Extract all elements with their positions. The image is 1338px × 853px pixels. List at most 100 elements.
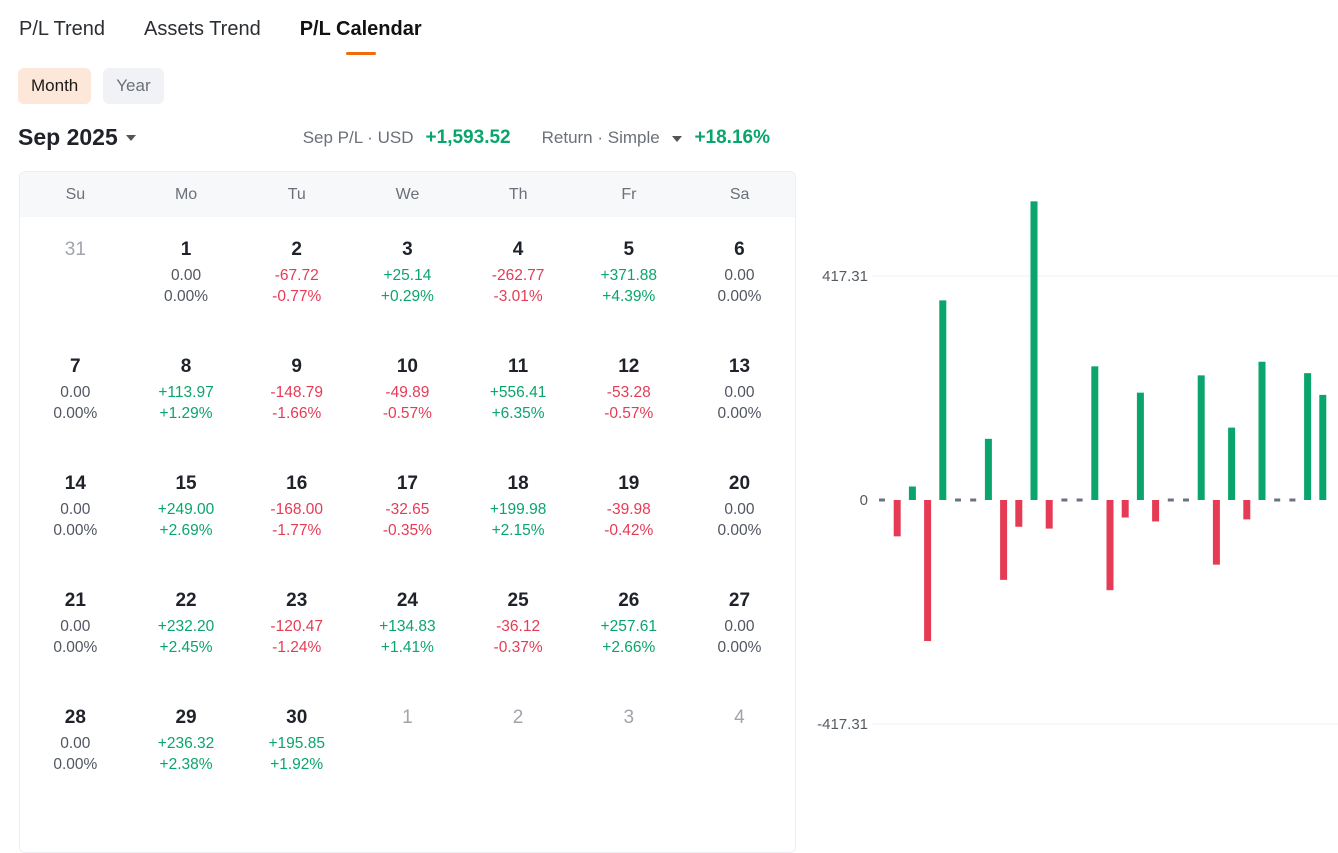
- calendar-day[interactable]: 4 -262.77 -3.01%: [463, 237, 574, 354]
- calendar-day[interactable]: 8 +113.97 +1.29%: [131, 354, 242, 471]
- day-number: 8: [180, 356, 192, 377]
- chart-bar[interactable]: [1243, 500, 1251, 520]
- calendar-day[interactable]: 28 0.00 0.00%: [20, 705, 131, 822]
- day-pl-value: +232.20: [157, 618, 215, 635]
- return-type-selector[interactable]: Return · Simple: [542, 128, 683, 148]
- chart-bar[interactable]: [1106, 500, 1114, 591]
- day-number: 19: [618, 473, 640, 494]
- day-number: 16: [286, 473, 308, 494]
- chart-zero-marker: [1289, 498, 1296, 502]
- year-button[interactable]: Year: [103, 68, 164, 104]
- chart-bar[interactable]: [1030, 201, 1038, 500]
- day-pl-value: 0.00: [60, 735, 91, 752]
- tab-p-l-calendar[interactable]: P/L Calendar: [300, 18, 422, 58]
- calendar-day[interactable]: 19 -39.98 -0.42%: [573, 471, 684, 588]
- calendar-day[interactable]: 10 -49.89 -0.57%: [352, 354, 463, 471]
- day-pl-value: +134.83: [379, 618, 436, 635]
- day-number: 9: [291, 356, 302, 377]
- month-label: Sep 2025: [18, 124, 118, 150]
- calendar-day[interactable]: 25 -36.12 -0.37%: [463, 588, 574, 705]
- day-number: 30: [286, 707, 308, 728]
- chart-bar[interactable]: [1258, 361, 1266, 500]
- calendar-day[interactable]: 20 0.00 0.00%: [684, 471, 795, 588]
- day-number: 15: [175, 473, 197, 494]
- day-number: 31: [64, 239, 86, 260]
- chart-bar[interactable]: [1091, 366, 1099, 500]
- calendar-day[interactable]: 18 +199.98 +2.15%: [463, 471, 574, 588]
- day-number: 6: [734, 239, 745, 260]
- chart-bar[interactable]: [1136, 392, 1144, 500]
- day-number: 20: [728, 473, 751, 494]
- tab-p-l-trend[interactable]: P/L Trend: [19, 18, 105, 40]
- calendar-day[interactable]: 2 -67.72 -0.77%: [241, 237, 352, 354]
- chart-bar[interactable]: [939, 300, 947, 500]
- chart-bar[interactable]: [1121, 500, 1129, 518]
- chart-bar[interactable]: [1015, 500, 1023, 527]
- day-pl-value: -32.65: [385, 501, 430, 518]
- day-number: 17: [396, 473, 418, 494]
- calendar-day[interactable]: 24 +134.83 +1.41%: [352, 588, 463, 705]
- chart-bar[interactable]: [1045, 500, 1053, 529]
- calendar-day[interactable]: 29 +236.32 +2.38%: [131, 705, 242, 822]
- chart-bar[interactable]: [1152, 500, 1160, 522]
- day-number: 1: [180, 239, 192, 260]
- day-pl-value: +371.88: [600, 267, 658, 284]
- calendar-day[interactable]: 1 0.00 0.00%: [131, 237, 242, 354]
- calendar-day[interactable]: 22 +232.20 +2.45%: [131, 588, 242, 705]
- daily-pl-bar-chart: 417.31 0 -417.31: [817, 201, 1338, 733]
- day-pl-value: +556.41: [489, 384, 547, 401]
- calendar-day[interactable]: 17 -32.65 -0.35%: [352, 471, 463, 588]
- calendar-day: 3: [573, 705, 684, 822]
- day-pl-value: -148.79: [270, 384, 323, 401]
- calendar-day[interactable]: 16 -168.00 -1.77%: [241, 471, 352, 588]
- day-number: 10: [396, 356, 418, 377]
- calendar-day[interactable]: 12 -53.28 -0.57%: [573, 354, 684, 471]
- chart-bar[interactable]: [1000, 500, 1008, 580]
- day-pl-percent: -0.42%: [604, 522, 654, 539]
- calendar-day[interactable]: 15 +249.00 +2.69%: [131, 471, 242, 588]
- calendar-day[interactable]: 9 -148.79 -1.66%: [241, 354, 352, 471]
- calendar-day[interactable]: 21 0.00 0.00%: [20, 588, 131, 705]
- day-number: 4: [512, 239, 524, 260]
- calendar-day[interactable]: 11 +556.41 +6.35%: [463, 354, 574, 471]
- month-button[interactable]: Month: [18, 68, 92, 104]
- caret-down-icon: [672, 135, 683, 142]
- day-pl-value: -120.47: [270, 618, 323, 635]
- month-selector[interactable]: Sep 2025: [18, 124, 136, 151]
- calendar-day[interactable]: 7 0.00 0.00%: [20, 354, 131, 471]
- day-pl-value: 0.00: [60, 384, 91, 401]
- day-number: 24: [396, 590, 418, 611]
- calendar-day[interactable]: 5 +371.88 +4.39%: [573, 237, 684, 354]
- calendar-day[interactable]: 14 0.00 0.00%: [20, 471, 131, 588]
- tab-assets-trend[interactable]: Assets Trend: [143, 18, 261, 40]
- calendar-day[interactable]: 6 0.00 0.00%: [684, 237, 795, 354]
- day-number: 4: [734, 707, 745, 728]
- day-pl-percent: +2.66%: [602, 639, 656, 656]
- day-pl-percent: -3.01%: [493, 288, 543, 305]
- chart-bar[interactable]: [1304, 373, 1312, 500]
- calendar-day[interactable]: 27 0.00 0.00%: [684, 588, 795, 705]
- chart-bar[interactable]: [1212, 500, 1220, 565]
- day-pl-value: +195.85: [268, 735, 325, 752]
- day-pl-value: +25.14: [383, 267, 432, 284]
- calendar-day[interactable]: 30 +195.85 +1.92%: [241, 705, 352, 822]
- calendar-day[interactable]: 13 0.00 0.00%: [684, 354, 795, 471]
- day-pl-percent: +1.29%: [159, 405, 213, 422]
- day-pl-value: 0.00: [724, 501, 755, 518]
- calendar-day[interactable]: 23 -120.47 -1.24%: [241, 588, 352, 705]
- calendar-day[interactable]: 3 +25.14 +0.29%: [352, 237, 463, 354]
- chart-bar[interactable]: [984, 438, 992, 500]
- y-tick-label: 0: [860, 492, 868, 509]
- chart-bar[interactable]: [924, 500, 932, 642]
- chart-bar[interactable]: [1228, 427, 1236, 500]
- chart-bar[interactable]: [1197, 375, 1205, 500]
- calendar-day[interactable]: 26 +257.61 +2.66%: [573, 588, 684, 705]
- return-label: Return · Simple: [541, 128, 660, 147]
- day-pl-percent: +1.92%: [270, 756, 324, 773]
- day-pl-percent: -0.77%: [272, 288, 322, 305]
- chart-bar[interactable]: [1319, 394, 1327, 500]
- chart-bar[interactable]: [893, 500, 901, 537]
- day-pl-percent: 0.00%: [53, 756, 98, 773]
- day-pl-percent: -0.57%: [604, 405, 654, 422]
- chart-bar[interactable]: [908, 486, 916, 500]
